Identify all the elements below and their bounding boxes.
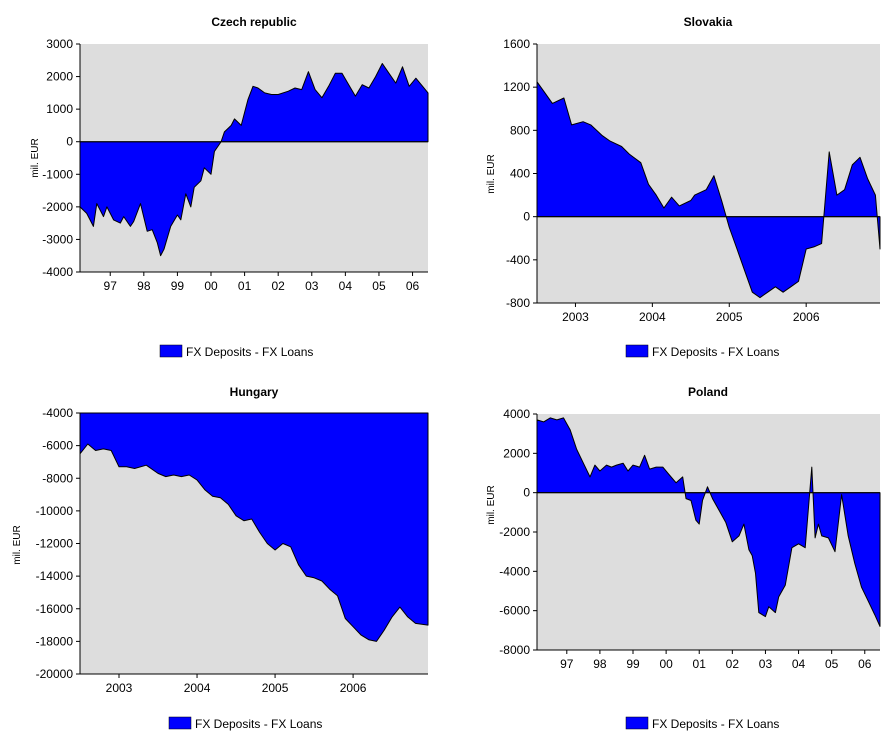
y-tick-label: 0	[523, 210, 530, 224]
x-tick-label: 03	[759, 657, 773, 671]
y-tick-label: -8000	[499, 643, 530, 657]
y-tick-label: -6000	[499, 604, 530, 618]
x-tick-label: 05	[372, 279, 386, 293]
x-tick-label: 99	[626, 657, 640, 671]
x-tick-label: 98	[593, 657, 607, 671]
chart-title: Poland	[688, 385, 728, 399]
panel-poland: Poland FX Deposits - FX Loans mil. EUR -…	[486, 385, 881, 731]
chart-title: Czech republic	[211, 15, 297, 29]
legend-label: FX Deposits - FX Loans	[652, 345, 779, 359]
x-tick-label: 2006	[340, 681, 367, 695]
chart-title: Hungary	[230, 385, 279, 399]
x-tick-label: 06	[406, 279, 420, 293]
y-tick-label: -3000	[42, 232, 73, 246]
y-tick-label: -1000	[42, 167, 73, 181]
y-tick-label: -8000	[42, 471, 73, 485]
x-tick-label: 01	[693, 657, 707, 671]
x-tick-label: 2004	[639, 310, 666, 324]
y-tick-label: 0	[66, 135, 73, 149]
x-tick-label: 06	[858, 657, 872, 671]
x-tick-label: 04	[792, 657, 806, 671]
y-tick-label: -16000	[36, 602, 74, 616]
legend-label: FX Deposits - FX Loans	[652, 717, 779, 731]
x-tick-label: 03	[305, 279, 319, 293]
legend-swatch	[159, 344, 183, 358]
y-axis-label: mil. EUR	[486, 154, 497, 193]
x-tick-label: 97	[560, 657, 574, 671]
x-tick-label: 2005	[262, 681, 289, 695]
legend-swatch	[625, 716, 649, 730]
y-tick-label: 1000	[46, 102, 73, 116]
y-tick-label: -2000	[499, 525, 530, 539]
panel-slovakia: Slovakia FX Deposits - FX Loans mil. EUR…	[486, 15, 881, 359]
x-tick-label: 2003	[106, 681, 133, 695]
y-axis-label: mil. EUR	[30, 138, 41, 177]
y-tick-label: -10000	[36, 504, 74, 518]
y-tick-label: -2000	[42, 200, 73, 214]
y-tick-label: -18000	[36, 634, 74, 648]
x-tick-label: 97	[104, 279, 118, 293]
panel-hungary: Hungary FX Deposits - FX Loans mil. EUR …	[12, 385, 429, 731]
series-area	[536, 417, 881, 627]
x-tick-label: 2004	[184, 681, 211, 695]
y-tick-label: 2000	[46, 70, 73, 84]
panel-czech-republic: Czech republic FX Deposits - FX Loans mi…	[30, 15, 429, 359]
x-tick-label: 02	[726, 657, 740, 671]
x-tick-label: 2003	[562, 310, 589, 324]
x-tick-label: 99	[171, 279, 185, 293]
y-tick-label: -800	[506, 296, 530, 310]
y-tick-label: -4000	[499, 564, 530, 578]
y-tick-label: 4000	[503, 407, 530, 421]
y-tick-label: 2000	[503, 446, 530, 460]
x-tick-label: 01	[238, 279, 252, 293]
x-tick-label: 02	[272, 279, 286, 293]
x-tick-label: 04	[339, 279, 353, 293]
y-tick-label: 3000	[46, 37, 73, 51]
y-tick-label: -400	[506, 253, 530, 267]
series-area	[79, 63, 429, 257]
y-tick-label: 0	[523, 486, 530, 500]
y-tick-label: 800	[510, 123, 530, 137]
legend-swatch	[625, 344, 649, 358]
y-axis-label: mil. EUR	[12, 525, 23, 564]
y-tick-label: 400	[510, 167, 530, 181]
legend-swatch	[168, 716, 192, 730]
y-axis-label: mil. EUR	[486, 485, 497, 524]
y-tick-label: -14000	[36, 569, 74, 583]
series-area	[79, 412, 429, 642]
x-tick-label: 98	[137, 279, 151, 293]
y-tick-label: 1600	[503, 37, 530, 51]
legend-label: FX Deposits - FX Loans	[186, 345, 313, 359]
x-tick-label: 05	[825, 657, 839, 671]
x-tick-label: 2005	[716, 310, 743, 324]
x-tick-label: 00	[659, 657, 673, 671]
x-tick-label: 2006	[793, 310, 820, 324]
y-tick-label: -6000	[42, 439, 73, 453]
x-tick-label: 00	[204, 279, 218, 293]
chart-title: Slovakia	[684, 15, 733, 29]
y-tick-label: 1200	[503, 80, 530, 94]
y-tick-label: -20000	[36, 667, 74, 681]
y-tick-label: -4000	[42, 406, 73, 420]
series-area	[536, 81, 881, 299]
y-tick-label: -4000	[42, 265, 73, 279]
legend-label: FX Deposits - FX Loans	[195, 717, 322, 731]
y-tick-label: -12000	[36, 537, 74, 551]
